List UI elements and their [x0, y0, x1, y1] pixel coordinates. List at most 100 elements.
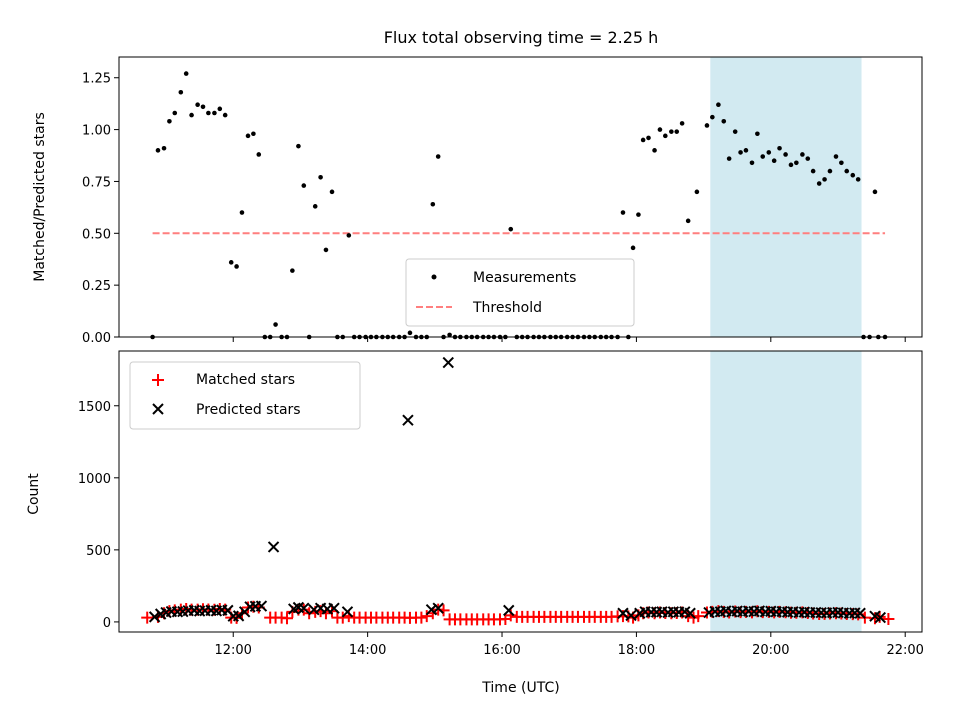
matched-star-point	[882, 613, 895, 626]
legend-measurements-marker	[431, 274, 437, 280]
measurement-point	[788, 162, 794, 168]
predicted-star-point	[684, 607, 696, 619]
y-tick-label: 1.00	[82, 124, 111, 139]
x-tick-label: 16:00	[483, 643, 520, 658]
measurement-point	[646, 135, 651, 141]
measurement-point	[800, 152, 805, 157]
measurement-point	[329, 189, 335, 195]
measurement-point	[855, 177, 861, 182]
measurement-point	[766, 150, 772, 155]
y-tick-label: 1500	[78, 400, 111, 415]
measurement-point	[212, 110, 217, 116]
measurement-point	[273, 322, 278, 327]
y-tick-label: 0.00	[82, 331, 111, 346]
predicted-star-point	[874, 611, 887, 624]
legend-measurements-label: Measurements	[473, 270, 576, 286]
predicted-star-point	[148, 611, 161, 623]
measurement-point	[407, 330, 413, 336]
measurement-point	[640, 137, 646, 143]
bottom-legend-box	[129, 361, 361, 430]
measurement-point	[346, 233, 352, 238]
measurement-point	[312, 204, 318, 209]
measurement-point	[323, 247, 329, 253]
x-tick-label: 20:00	[752, 643, 789, 658]
measurement-point	[822, 177, 827, 182]
measurement-point	[657, 127, 663, 132]
shaded-region	[710, 351, 862, 632]
measurement-point	[195, 102, 200, 108]
predicted-star-point	[255, 600, 268, 612]
bottom-legend: Matched stars Predicted stars	[129, 361, 361, 430]
measurement-point	[155, 148, 161, 153]
measurement-point	[827, 168, 833, 174]
y-tick-label: 0	[103, 616, 111, 631]
measurement-point	[290, 268, 295, 273]
measurement-point	[245, 133, 251, 139]
measurement-point	[652, 148, 657, 153]
x-tick-label: 18:00	[618, 643, 655, 658]
bottom-plot: 0 500 1000 1500 12:00 14:00 16:00 18:00 20:00 22:…	[78, 350, 924, 658]
y-tick-label: 0.50	[82, 227, 111, 242]
predicted-star-point	[232, 610, 245, 622]
predicted-star-point	[267, 541, 280, 553]
measurement-point	[685, 218, 691, 224]
measurement-point	[296, 143, 301, 149]
measurement-point	[206, 110, 211, 116]
predicted-star-point	[402, 414, 414, 426]
measurement-point	[251, 131, 256, 137]
measurement-point	[749, 160, 755, 166]
measurement-point	[732, 129, 738, 134]
measurement-point	[738, 150, 743, 155]
predicted-star-point	[503, 604, 515, 617]
top-legend-box	[405, 258, 635, 327]
legend-predicted-marker	[152, 403, 164, 415]
measurement-point	[755, 131, 760, 137]
measurement-point	[743, 148, 749, 153]
matched-star-point	[280, 612, 293, 625]
predicted-star-point	[432, 602, 444, 614]
matched-star-point	[336, 611, 349, 624]
predicted-star-point	[442, 356, 454, 369]
matched-star-point	[420, 610, 433, 623]
x-tick-label: 14:00	[349, 643, 386, 658]
measurement-point	[301, 183, 307, 188]
measurement-point	[794, 160, 799, 166]
measurement-point	[850, 172, 856, 178]
measurement-point	[256, 152, 262, 157]
measurement-point	[430, 201, 436, 207]
measurement-point	[183, 71, 189, 76]
measurement-point	[669, 129, 674, 134]
x-axis-label: Time (UTC)	[481, 680, 559, 696]
top-plot: 0.00 0.25 0.50 0.75 1.00 1.25	[82, 56, 923, 346]
measurement-point	[620, 210, 626, 215]
measurement-point	[674, 129, 680, 134]
measurement-point	[760, 154, 766, 159]
measurement-point	[726, 156, 732, 161]
measurement-point	[222, 112, 228, 118]
predicted-star-point	[854, 607, 866, 619]
measurement-point	[839, 160, 844, 166]
measurement-point	[679, 121, 685, 126]
measurement-point	[783, 152, 788, 157]
measurement-point	[318, 174, 323, 180]
measurement-point	[189, 112, 194, 118]
measurement-point	[508, 226, 514, 232]
measurement-point	[704, 123, 710, 128]
legend-predicted-label: Predicted stars	[196, 402, 301, 418]
predicted-star-point	[625, 609, 637, 622]
measurement-point	[172, 110, 178, 116]
measurement-point	[435, 154, 441, 159]
y-tick-label: 0.75	[82, 175, 111, 190]
measurement-point	[805, 156, 811, 161]
top-y-axis-label: Matched/Predicted stars	[32, 112, 48, 282]
measurement-point	[636, 212, 641, 217]
y-tick-label: 1.25	[82, 72, 111, 87]
measurement-point	[816, 181, 822, 186]
measurement-point	[239, 210, 245, 215]
measurement-point	[167, 118, 172, 124]
plot-frame	[118, 56, 923, 338]
measurement-point	[810, 168, 816, 174]
measurement-point	[872, 189, 878, 195]
plot-frame	[118, 350, 923, 633]
measurement-point	[228, 260, 234, 265]
